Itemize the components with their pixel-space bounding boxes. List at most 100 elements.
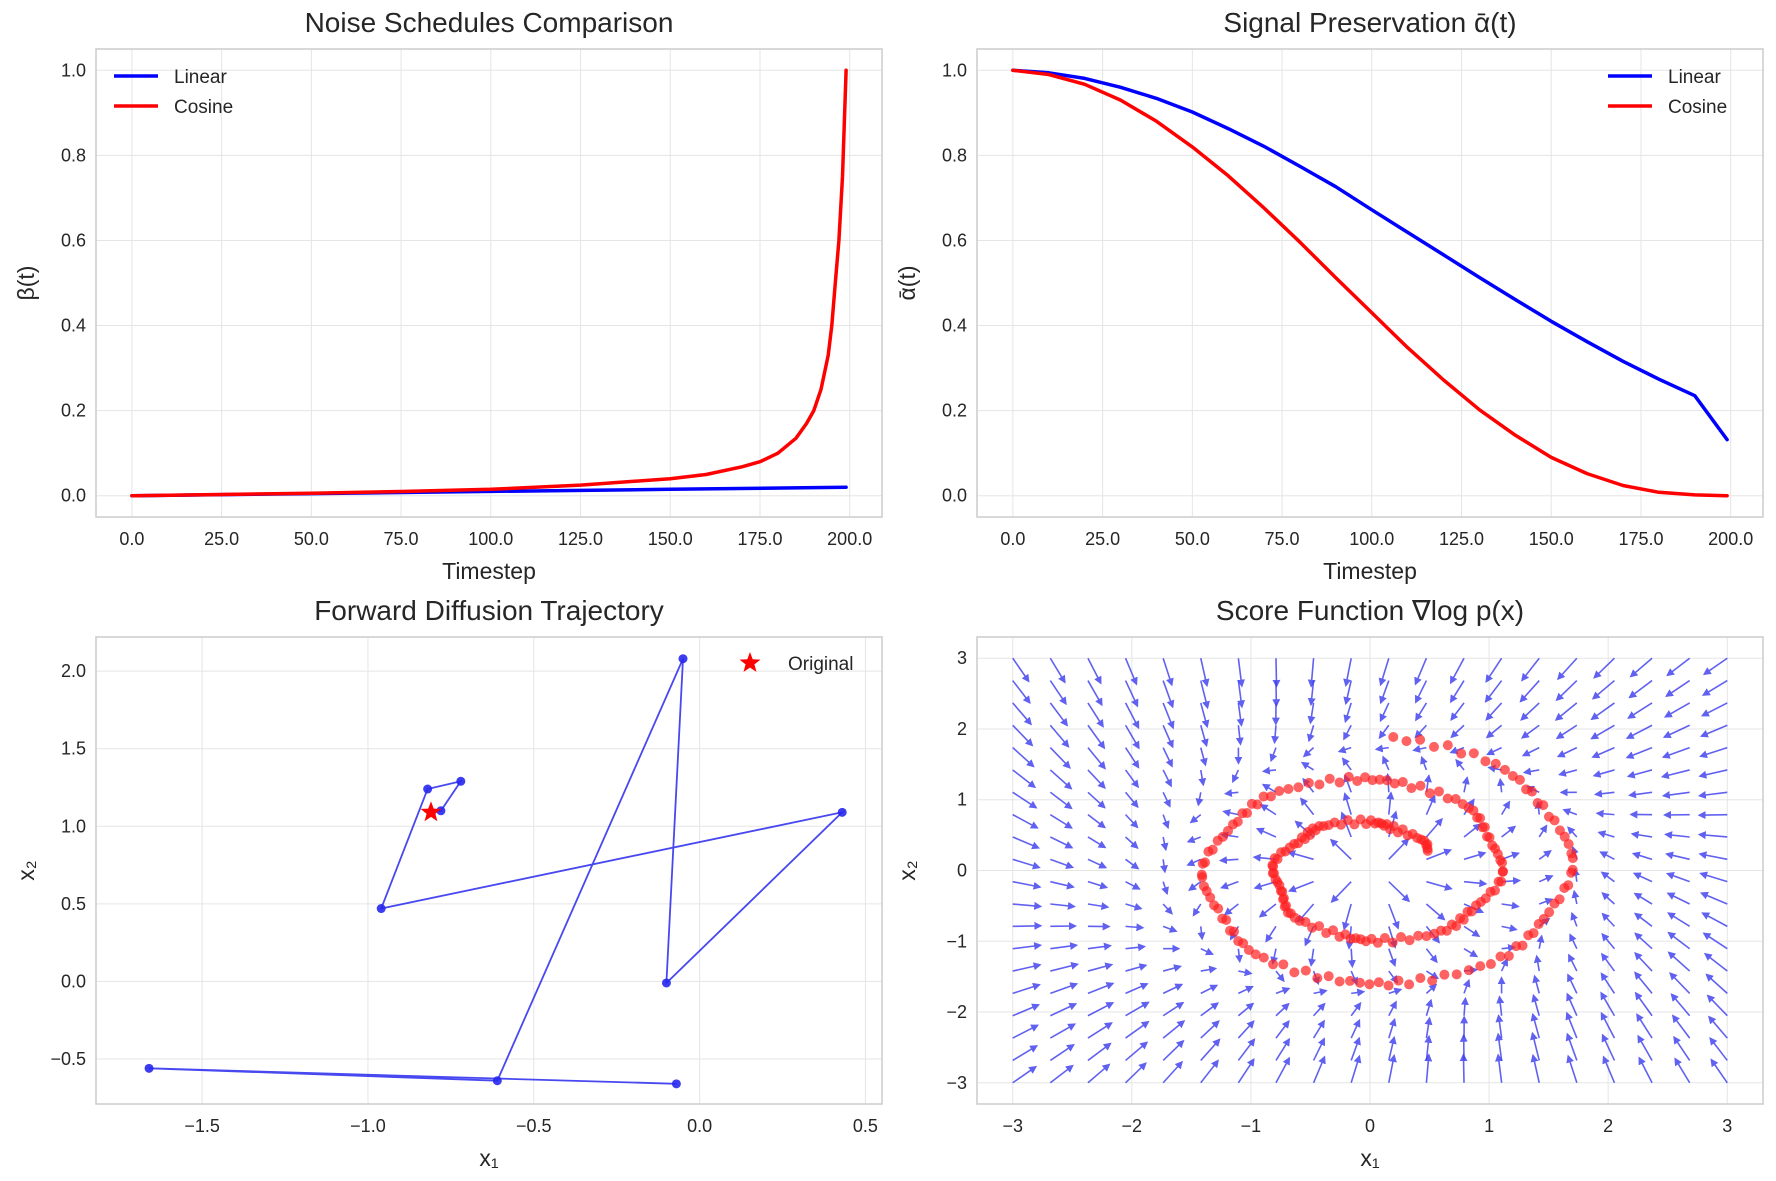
sample-point xyxy=(1384,981,1394,991)
x-tick-label: 100.0 xyxy=(468,529,513,549)
x-tick-label: 25.0 xyxy=(1085,529,1120,549)
plot-area xyxy=(977,49,1763,517)
y-tick-label: 2.0 xyxy=(61,661,86,681)
sample-point xyxy=(1274,786,1284,796)
x-tick-label: 3 xyxy=(1722,1116,1732,1136)
sample-point xyxy=(1229,927,1239,937)
y-tick-label: 0.0 xyxy=(61,971,86,991)
legend-label-original: Original xyxy=(788,654,853,675)
sample-point xyxy=(1396,932,1406,942)
y-tick-label: 0.5 xyxy=(61,894,86,914)
y-axis-label: ᾱ(t) xyxy=(894,265,920,300)
y-tick-label: −3 xyxy=(946,1073,967,1093)
sample-point xyxy=(1529,928,1539,938)
sample-point xyxy=(1259,953,1269,963)
trajectory-point xyxy=(493,1076,502,1085)
sample-point xyxy=(1335,777,1345,787)
legend-label-cosine: Cosine xyxy=(174,97,233,118)
x-tick-label: 0.0 xyxy=(119,529,144,549)
sample-point xyxy=(1394,976,1404,986)
x-tick-label: 25.0 xyxy=(204,529,239,549)
sample-point xyxy=(1443,740,1453,750)
y-tick-label: 0.6 xyxy=(942,230,967,250)
x-tick-label: 125.0 xyxy=(1439,529,1484,549)
y-tick-label: −1 xyxy=(946,931,967,951)
sample-point xyxy=(1508,771,1518,781)
sample-point xyxy=(1439,970,1449,980)
trajectory-point xyxy=(662,978,671,987)
plot-area xyxy=(96,637,882,1104)
sample-point xyxy=(1221,915,1231,925)
sample-point xyxy=(1325,774,1335,784)
x-tick-label: 125.0 xyxy=(558,529,603,549)
sample-point xyxy=(1406,783,1416,793)
sample-point xyxy=(1344,772,1354,782)
sample-point xyxy=(1443,793,1453,803)
sample-point xyxy=(1469,748,1479,758)
sample-point xyxy=(1425,788,1435,798)
sample-point xyxy=(1355,978,1365,988)
trajectory-point xyxy=(145,1064,154,1073)
sample-point xyxy=(1415,735,1425,745)
x-tick-label: −3 xyxy=(1002,1116,1023,1136)
sample-point xyxy=(1491,759,1501,769)
x-tick-label: 150.0 xyxy=(1529,529,1574,549)
sample-point xyxy=(1429,742,1439,752)
y-tick-label: 1.0 xyxy=(942,60,967,80)
plot-area xyxy=(96,49,882,517)
y-tick-label: 0.2 xyxy=(942,401,967,421)
y-tick-label: 0.8 xyxy=(942,145,967,165)
sample-point xyxy=(1203,847,1213,857)
sample-point xyxy=(1555,894,1565,904)
y-tick-label: 0.6 xyxy=(61,230,86,250)
sample-point xyxy=(1504,951,1514,961)
y-tick-label: 0.0 xyxy=(942,486,967,506)
trajectory-point xyxy=(838,808,847,817)
sample-point xyxy=(1388,732,1398,742)
x-tick-label: 175.0 xyxy=(1618,529,1663,549)
y-tick-label: 1.5 xyxy=(61,739,86,759)
sample-point xyxy=(1480,756,1490,766)
chart-title: Score Function ∇log p(x) xyxy=(1216,595,1524,626)
x-tick-label: −1.0 xyxy=(350,1116,386,1136)
x-tick-label: 0.5 xyxy=(853,1116,878,1136)
sample-point xyxy=(1335,976,1345,986)
x-tick-label: 0.0 xyxy=(1000,529,1025,549)
sample-point xyxy=(1518,941,1528,951)
legend-label-cosine: Cosine xyxy=(1668,97,1727,118)
sample-point xyxy=(1544,812,1554,822)
sample-point xyxy=(1247,799,1257,809)
sample-point xyxy=(1278,959,1288,969)
sample-point xyxy=(1475,961,1485,971)
sample-point xyxy=(1293,782,1303,792)
x-tick-label: 200.0 xyxy=(1708,529,1753,549)
sample-point xyxy=(1452,969,1462,979)
score-arrow xyxy=(1276,658,1277,686)
chart-title: Signal Preservation ᾱ(t) xyxy=(1223,7,1516,38)
x-tick-label: 150.0 xyxy=(648,529,693,549)
x-tick-label: 0 xyxy=(1365,1116,1375,1136)
sample-point xyxy=(1555,825,1565,835)
trajectory-point xyxy=(679,654,688,663)
y-tick-label: 1.0 xyxy=(61,816,86,836)
sample-point xyxy=(1364,979,1374,989)
sample-point xyxy=(1464,965,1474,975)
sample-point xyxy=(1314,780,1324,790)
x-tick-label: 175.0 xyxy=(737,529,782,549)
y-tick-label: 1.0 xyxy=(61,60,86,80)
sample-point xyxy=(1478,822,1488,832)
y-tick-label: 0.4 xyxy=(61,316,86,336)
y-tick-label: 3 xyxy=(957,648,967,668)
sample-point xyxy=(1521,784,1531,794)
y-tick-label: 1 xyxy=(957,790,967,810)
sample-point xyxy=(1415,973,1425,983)
sample-point xyxy=(1416,781,1426,791)
sample-point xyxy=(1405,935,1415,945)
sample-point xyxy=(1312,973,1322,983)
trajectory-point xyxy=(377,904,386,913)
sample-point xyxy=(1304,778,1314,788)
x-axis-label: x₁ xyxy=(1360,1145,1380,1171)
sample-point xyxy=(1544,907,1554,917)
